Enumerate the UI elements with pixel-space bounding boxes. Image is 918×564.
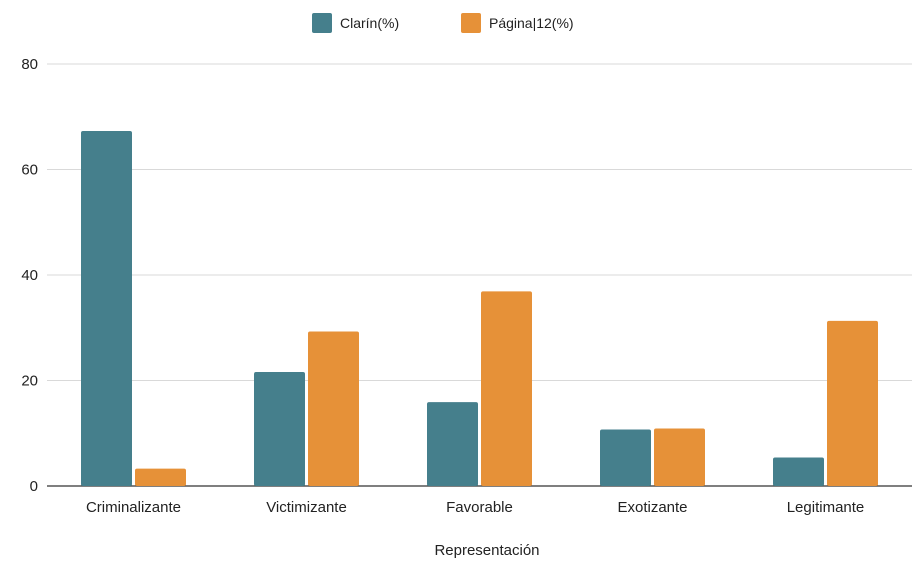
bar-clarin-victimizante xyxy=(254,372,305,486)
legend-swatch xyxy=(312,13,332,33)
y-tick-label: 60 xyxy=(21,162,38,179)
y-tick-label: 80 xyxy=(21,56,38,73)
y-axis-ticks: 0 20 40 60 80 xyxy=(21,56,38,495)
bar-pagina12-victimizante xyxy=(308,331,359,486)
bar-pagina12-legitimante xyxy=(827,320,878,486)
legend-label: Página|12(%) xyxy=(489,15,574,31)
bar-pagina12-exotizante xyxy=(654,428,705,486)
x-tick-label: Criminalizante xyxy=(86,499,181,516)
x-tick-label: Legitimante xyxy=(787,499,865,516)
bars xyxy=(81,130,878,486)
y-tick-label: 40 xyxy=(21,267,38,284)
x-axis-title: Representación xyxy=(434,542,539,559)
legend-swatch xyxy=(461,13,481,33)
bar-clarin-favorable xyxy=(427,402,478,486)
bar-clarin-criminalizante xyxy=(81,130,132,486)
bar-pagina12-criminalizante xyxy=(135,468,186,486)
x-tick-label: Victimizante xyxy=(266,499,347,516)
gridlines xyxy=(47,63,912,487)
x-tick-label: Exotizante xyxy=(617,499,687,516)
bar-clarin-legitimante xyxy=(773,457,824,486)
y-tick-label: 20 xyxy=(21,373,38,390)
y-tick-label: 0 xyxy=(30,478,38,495)
bar-clarin-exotizante xyxy=(600,429,651,486)
x-axis-categories: Criminalizante Victimizante Favorable Exoti… xyxy=(86,499,864,516)
legend: Clarín(%) Página|12(%) xyxy=(312,13,574,33)
legend-label: Clarín(%) xyxy=(340,15,399,31)
bar-pagina12-favorable xyxy=(481,291,532,486)
x-tick-label: Favorable xyxy=(446,499,513,516)
